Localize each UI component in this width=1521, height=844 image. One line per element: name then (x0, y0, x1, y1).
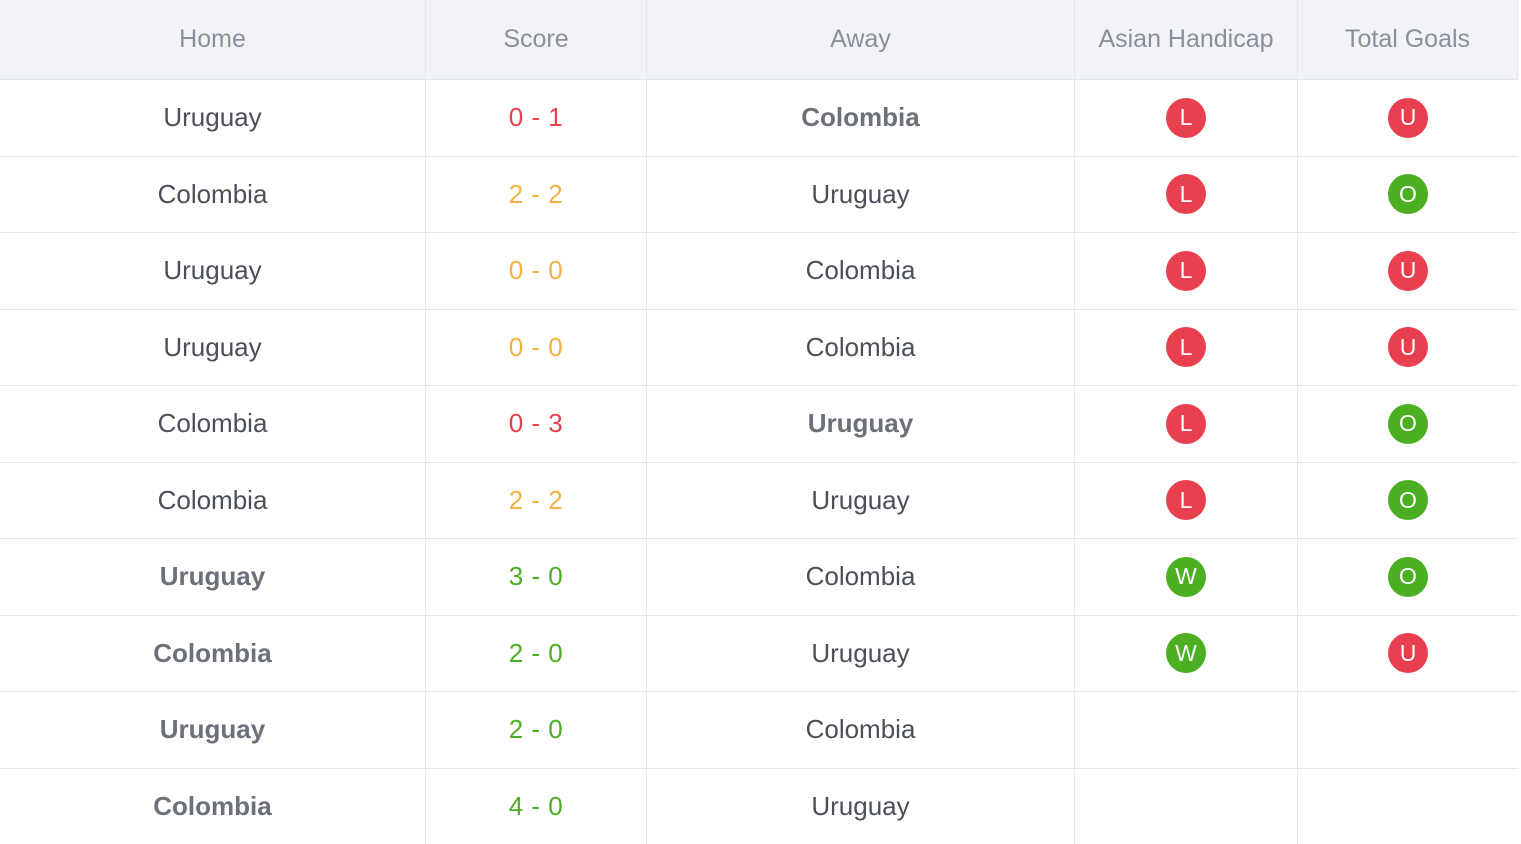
home-team: Colombia (0, 769, 426, 844)
table-header: Home Score Away Asian Handicap Total Goa… (0, 0, 1518, 80)
match-score: 2 - 2 (426, 157, 647, 233)
total-goals-badge: U (1388, 327, 1428, 367)
asian-handicap-badge: L (1166, 174, 1206, 214)
total-goals-badge: U (1388, 98, 1428, 138)
asian-handicap-cell: L (1075, 157, 1298, 233)
away-team: Uruguay (647, 386, 1075, 462)
asian-handicap-badge: L (1166, 327, 1206, 367)
asian-handicap-cell: W (1075, 616, 1298, 692)
total-goals-cell: U (1298, 616, 1518, 692)
asian-handicap-cell: L (1075, 386, 1298, 462)
asian-handicap-cell: L (1075, 80, 1298, 156)
total-goals-badge: O (1388, 557, 1428, 597)
away-team: Uruguay (647, 157, 1075, 233)
asian-handicap-cell: L (1075, 233, 1298, 309)
header-away: Away (647, 0, 1075, 79)
total-goals-cell: U (1298, 310, 1518, 386)
header-total-goals: Total Goals (1298, 0, 1518, 79)
away-team: Uruguay (647, 616, 1075, 692)
match-score: 0 - 3 (426, 386, 647, 462)
asian-handicap-cell (1075, 692, 1298, 768)
total-goals-cell (1298, 769, 1518, 844)
asian-handicap-cell (1075, 769, 1298, 844)
header-score: Score (426, 0, 647, 79)
match-score: 2 - 2 (426, 463, 647, 539)
home-team: Uruguay (0, 80, 426, 156)
match-score: 3 - 0 (426, 539, 647, 615)
total-goals-cell: U (1298, 233, 1518, 309)
total-goals-cell (1298, 692, 1518, 768)
total-goals-badge: U (1388, 251, 1428, 291)
asian-handicap-cell: L (1075, 463, 1298, 539)
asian-handicap-cell: W (1075, 539, 1298, 615)
header-home: Home (0, 0, 426, 79)
home-team: Colombia (0, 157, 426, 233)
away-team: Colombia (647, 233, 1075, 309)
home-team: Uruguay (0, 692, 426, 768)
header-asian-handicap: Asian Handicap (1075, 0, 1298, 79)
match-score: 4 - 0 (426, 769, 647, 844)
total-goals-badge: O (1388, 174, 1428, 214)
home-team: Uruguay (0, 310, 426, 386)
total-goals-cell: U (1298, 80, 1518, 156)
match-score: 2 - 0 (426, 616, 647, 692)
asian-handicap-badge: L (1166, 480, 1206, 520)
match-score: 0 - 0 (426, 233, 647, 309)
total-goals-badge: O (1388, 480, 1428, 520)
away-team: Colombia (647, 310, 1075, 386)
total-goals-cell: O (1298, 157, 1518, 233)
match-score: 0 - 0 (426, 310, 647, 386)
home-team: Colombia (0, 386, 426, 462)
away-team: Uruguay (647, 463, 1075, 539)
asian-handicap-badge: L (1166, 251, 1206, 291)
match-score: 0 - 1 (426, 80, 647, 156)
total-goals-cell: O (1298, 539, 1518, 615)
match-score: 2 - 0 (426, 692, 647, 768)
away-team: Colombia (647, 692, 1075, 768)
away-team: Colombia (647, 80, 1075, 156)
home-team: Colombia (0, 463, 426, 539)
asian-handicap-cell: L (1075, 310, 1298, 386)
total-goals-cell: O (1298, 386, 1518, 462)
away-team: Colombia (647, 539, 1075, 615)
asian-handicap-badge: W (1166, 557, 1206, 597)
total-goals-badge: O (1388, 404, 1428, 444)
home-team: Uruguay (0, 539, 426, 615)
asian-handicap-badge: L (1166, 404, 1206, 444)
away-team: Uruguay (647, 769, 1075, 844)
home-team: Colombia (0, 616, 426, 692)
asian-handicap-badge: W (1166, 633, 1206, 673)
total-goals-badge: U (1388, 633, 1428, 673)
total-goals-cell: O (1298, 463, 1518, 539)
home-team: Uruguay (0, 233, 426, 309)
asian-handicap-badge: L (1166, 98, 1206, 138)
